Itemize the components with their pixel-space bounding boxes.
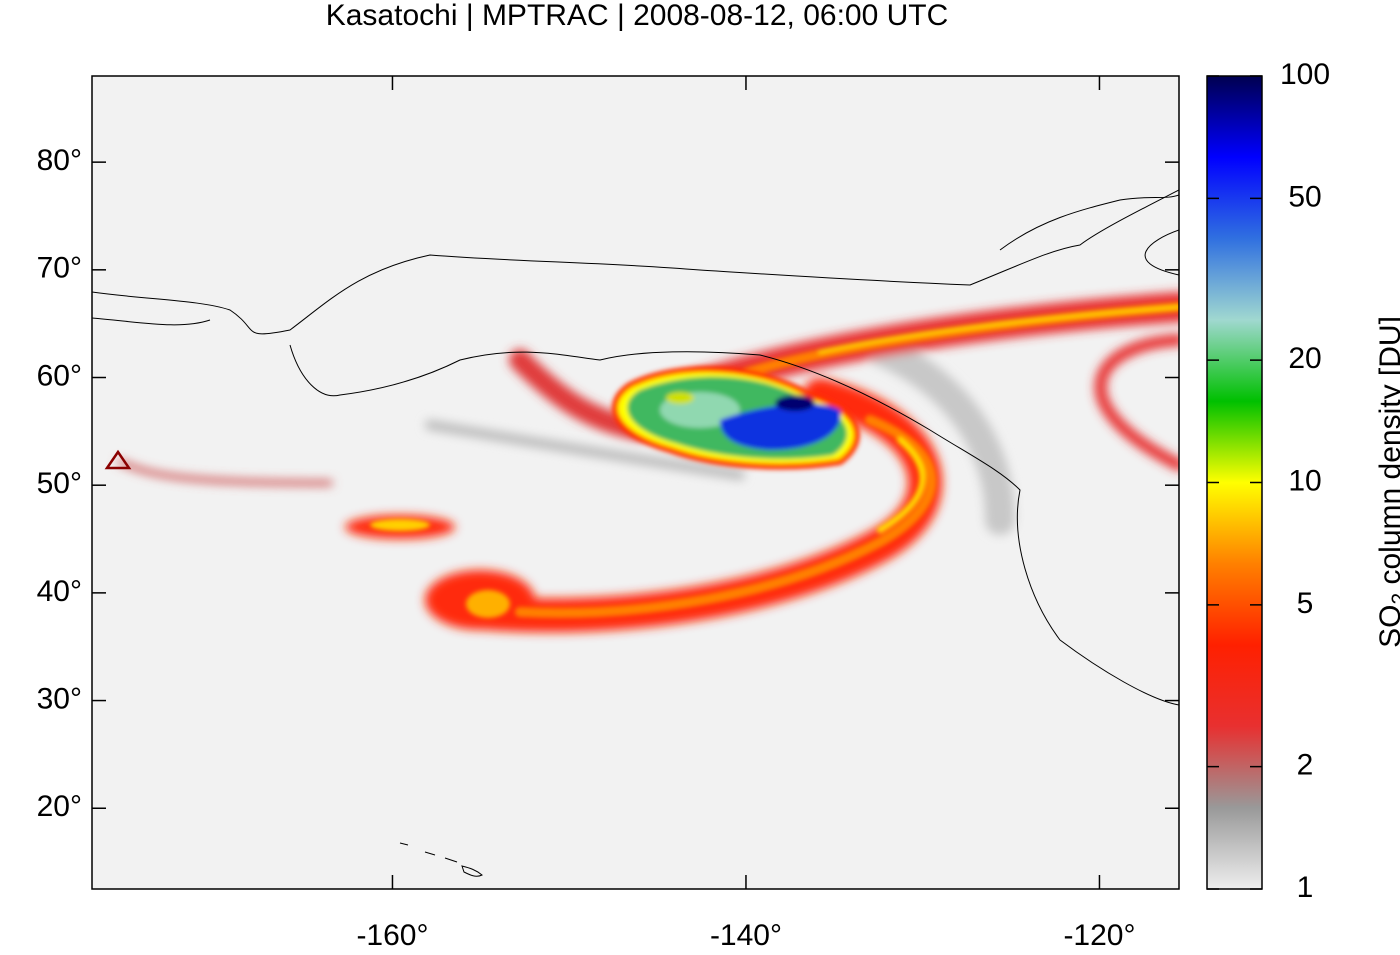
x-tick-label: -160°: [356, 919, 428, 950]
x-tick-label: -140°: [710, 919, 782, 950]
y-tick-label: 50°: [37, 467, 82, 500]
y-tick-label: 40°: [37, 575, 82, 608]
colorbar-tick-label: 10: [1288, 464, 1321, 497]
colorbar-label-part: column density [DU]: [1374, 316, 1400, 593]
colorbar-tick-label: 100: [1280, 58, 1330, 91]
colorbar-tick-label: 1: [1297, 871, 1314, 904]
coastlines: [92, 189, 1179, 877]
x-tick-label: -120°: [1063, 919, 1135, 950]
plume: [92, 189, 1179, 877]
colorbar-label: SO2 column density [DU]: [1374, 316, 1400, 648]
colorbar-label-part: SO: [1374, 605, 1400, 648]
y-tick-label: 80°: [37, 144, 82, 177]
colorbar-label-subscript: 2: [1388, 593, 1400, 605]
plot-frame: [91, 75, 1180, 890]
colorbar-tick-label: 20: [1288, 342, 1321, 375]
colorbar-tick-label: 5: [1297, 587, 1314, 620]
y-tick-label: 70°: [37, 252, 82, 285]
y-tick-label: 60°: [37, 359, 82, 392]
colorbar-tick-label: 2: [1297, 749, 1314, 782]
chart-title: Kasatochi | MPTRAC | 2008-08-12, 06:00 U…: [326, 0, 949, 32]
colorbar-tick-label: 50: [1288, 180, 1321, 213]
y-tick-label: 20°: [37, 790, 82, 823]
y-tick-label: 30°: [37, 682, 82, 715]
volcano-marker: [104, 449, 132, 470]
